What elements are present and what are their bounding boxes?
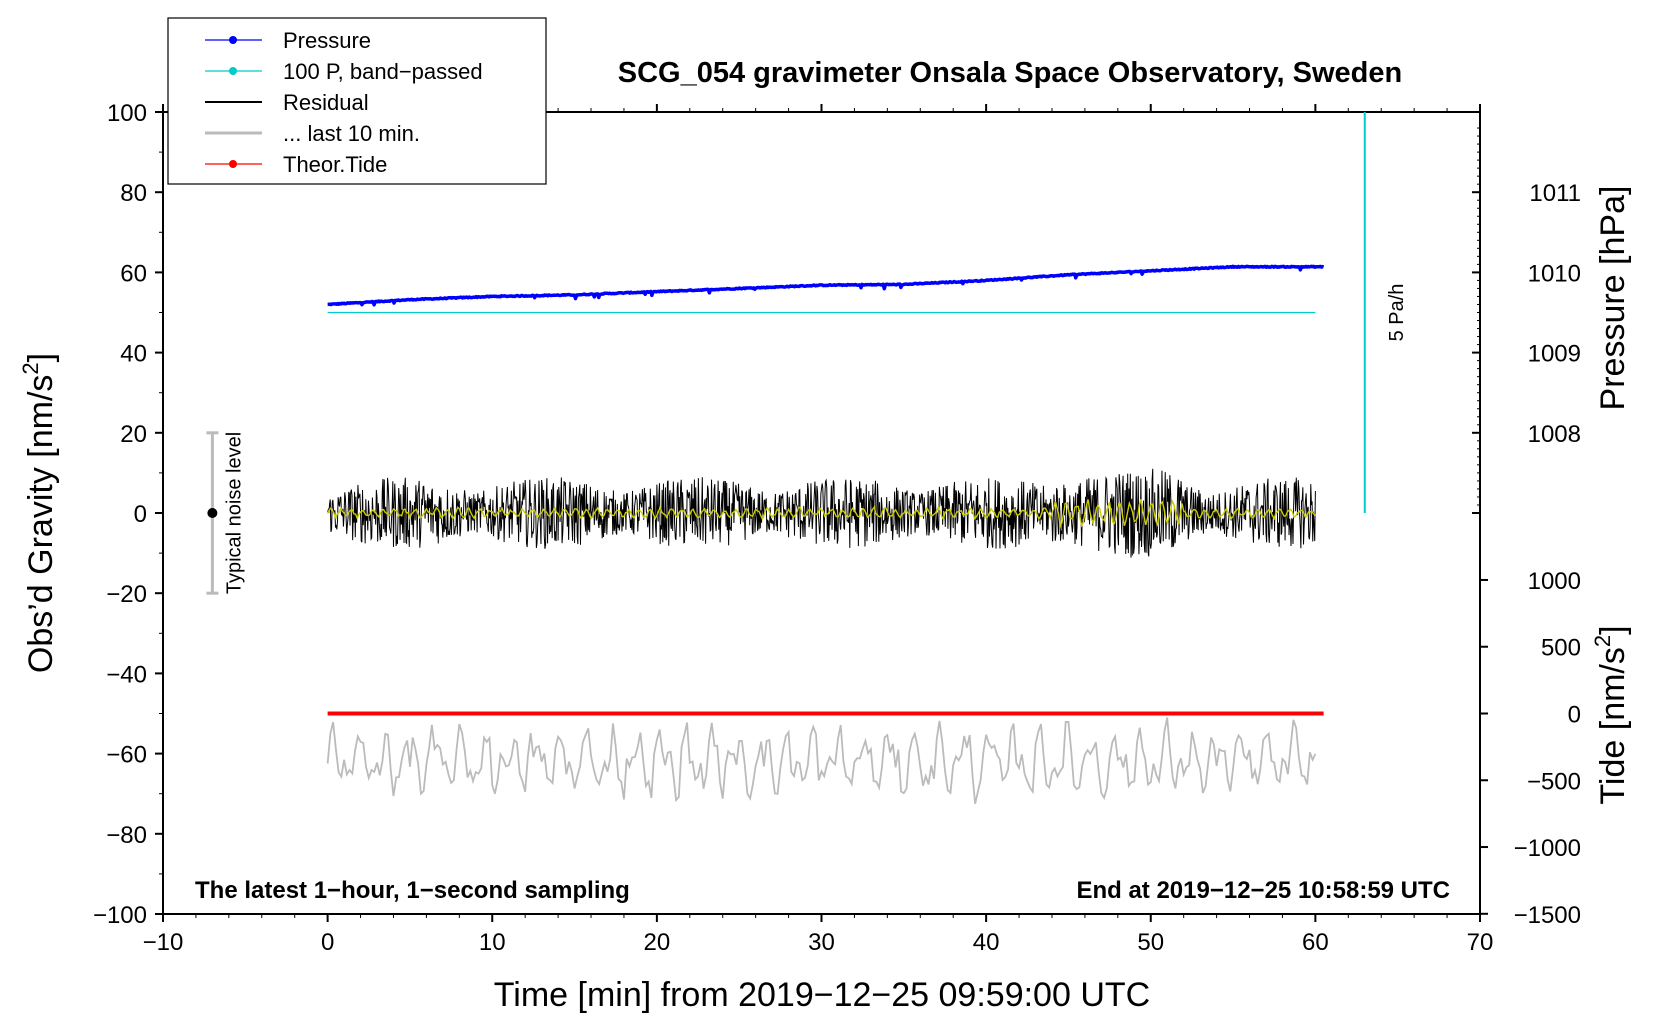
end-time-annotation: End at 2019−12−25 10:58:59 UTC (1076, 877, 1450, 904)
filtered-residual-line (326, 498, 1316, 529)
pressure-tick-label: 1009 (1528, 341, 1581, 368)
tide-tick-label: −1500 (1514, 902, 1581, 929)
tide-axis-label: Tide [nm/s2] (1590, 625, 1632, 804)
tide-axis-ticks: −1500 −1000 −500 0 500 1000 (1480, 568, 1581, 929)
y-tick-label: −20 (106, 581, 147, 608)
noise-level-label: Typical noise level (223, 432, 245, 594)
tide-axis-label-main: Tide [nm/s (1594, 647, 1632, 804)
y-tick-label: −80 (106, 822, 147, 849)
tide-tick-label: 0 (1568, 702, 1581, 729)
pressure-axis-ticks: 1008 1009 1010 1011 (1472, 127, 1581, 514)
pressure-tick-label: 1008 (1528, 421, 1581, 448)
legend-label-residual: Residual (283, 90, 369, 115)
x-tick-label: −10 (143, 929, 184, 956)
legend-label-pressure: Pressure (283, 28, 371, 53)
x-tick-label: 70 (1467, 929, 1494, 956)
residual-series-line (327, 468, 1316, 558)
legend-marker-bandpassed (229, 67, 237, 75)
y-tick-label: −40 (106, 661, 147, 688)
tide-tick-label: −500 (1527, 768, 1581, 795)
pressure-tick-label: 1010 (1528, 260, 1581, 287)
legend-marker-pressure (229, 36, 237, 44)
legend-label-bandpassed: 100 P, band−passed (283, 59, 483, 84)
y-tick-label: −100 (93, 902, 147, 929)
x-axis-label: Time [min] from 2019−12−25 09:59:00 UTC (494, 976, 1150, 1014)
rate-marker-label: 5 Pa/h (1386, 284, 1408, 342)
pressure-tick-label: 1011 (1529, 180, 1581, 207)
x-tick-label: 50 (1137, 929, 1164, 956)
left-axis-label-end: ] (22, 353, 60, 362)
legend-label-tide: Theor.Tide (283, 152, 387, 177)
x-tick-label: 60 (1302, 929, 1329, 956)
chart-title: SCG_054 gravimeter Onsala Space Observat… (618, 57, 1402, 89)
x-tick-label: 0 (321, 929, 334, 956)
y-tick-label: 20 (120, 421, 147, 448)
left-axis-label-main: Obs’d Gravity [nm/s (22, 375, 60, 674)
y-tick-label: −60 (106, 742, 147, 769)
x-tick-label: 30 (808, 929, 835, 956)
left-axis-label-sup: 2 (18, 362, 43, 374)
pressure-series-line (326, 264, 1325, 307)
left-axis-ticks: −100 −80 −60 −40 −20 0 20 40 60 80 100 (93, 100, 163, 929)
noise-level-center-dot (207, 508, 218, 518)
noise-level-bar: Typical noise level (206, 431, 245, 595)
y-tick-label: 80 (120, 180, 147, 207)
pressure-axis-label: Pressure [hPa] (1594, 186, 1632, 411)
legend-marker-tide (229, 160, 237, 168)
y-tick-label: 60 (120, 260, 147, 287)
legend: Pressure 100 P, band−passed Residual ...… (167, 17, 547, 185)
left-axis-label: Obs’d Gravity [nm/s2] (18, 353, 60, 673)
y-tick-label: 0 (134, 501, 147, 528)
y-tick-label: 40 (120, 341, 147, 368)
last-10-min-line (326, 717, 1317, 804)
x-tick-label: 20 (644, 929, 671, 956)
x-tick-label: 10 (479, 929, 506, 956)
x-tick-label: 40 (973, 929, 1000, 956)
sampling-annotation: The latest 1−hour, 1−second sampling (195, 877, 630, 904)
tide-axis-label-sup: 2 (1590, 635, 1615, 647)
series-layer (326, 264, 1325, 804)
legend-label-last10min: ... last 10 min. (283, 121, 420, 146)
tide-tick-label: 1000 (1528, 568, 1581, 595)
tide-tick-label: −1000 (1514, 835, 1581, 862)
y-tick-label: 100 (107, 100, 147, 127)
tide-axis-label-end: ] (1594, 625, 1632, 634)
rate-marker: 5 Pa/h (1363, 112, 1408, 513)
tide-tick-label: 500 (1541, 635, 1581, 662)
